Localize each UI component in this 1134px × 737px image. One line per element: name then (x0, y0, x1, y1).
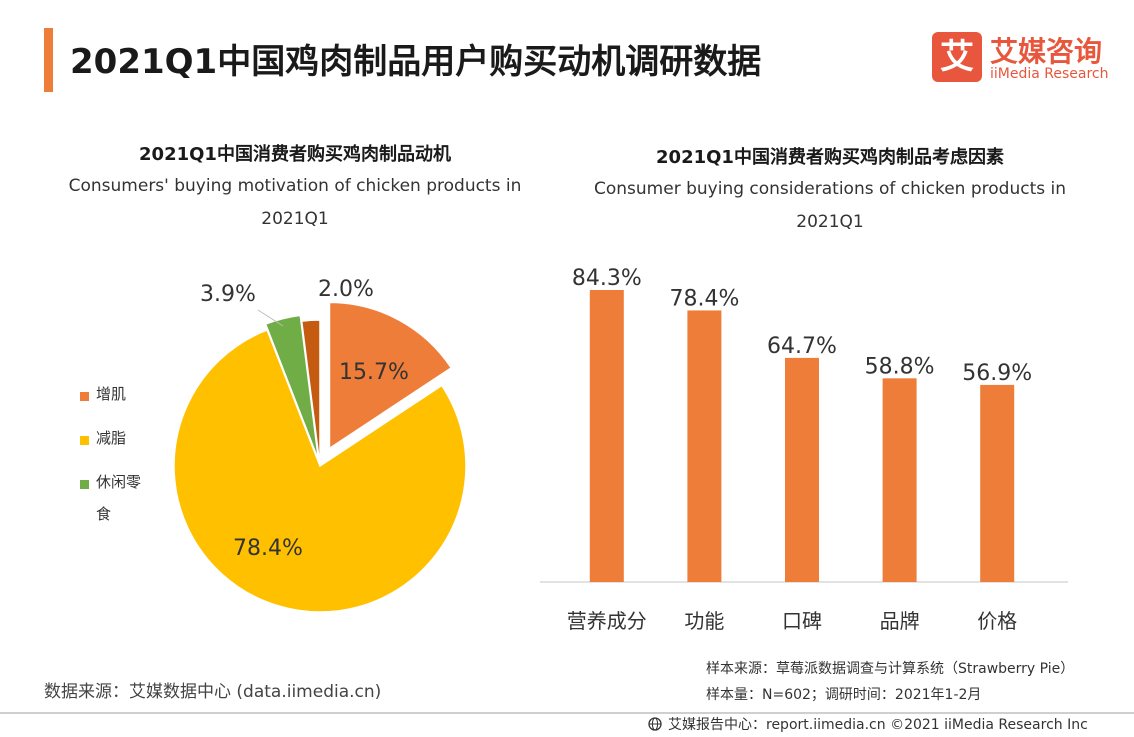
legend-swatch (80, 480, 89, 489)
pie-slice-1 (328, 301, 453, 450)
pie-slice-4 (300, 319, 321, 467)
legend-swatch (80, 436, 89, 445)
bar-1 (589, 290, 624, 582)
pie-slice-2 (173, 328, 467, 613)
legend-swatch (80, 392, 89, 401)
bar-data-label: 56.9% (962, 361, 1032, 386)
legend-label: 减脂 (96, 429, 127, 447)
globe-icon (648, 717, 662, 731)
x-tick-label: 功能 (684, 609, 724, 633)
legend-item: 增肌 (80, 385, 152, 410)
pie-subtitle-line1: Consumers' buying motivation of chicken … (68, 176, 522, 196)
bar-2 (687, 310, 722, 582)
bar-3 (785, 357, 819, 582)
pie-chart-title: 2021Q1中国消费者购买鸡肉制品动机 (139, 144, 451, 165)
bar-subtitle-line2: 2021Q1 (796, 212, 864, 232)
copyright-text: 艾媒报告中心：report.iimedia.cn ©2021 iiMedia R… (668, 717, 1088, 733)
sample-source-note: 样本来源：草莓派数据调查与计算系统（Strawberry Pie） (706, 661, 1075, 677)
legend-item: 休闲零食 (80, 473, 152, 530)
bar-data-label: 58.8% (865, 354, 935, 379)
logo-mark: 艾 (932, 32, 982, 82)
title-accent-bar (44, 28, 53, 92)
bar-chart-title: 2021Q1中国消费者购买鸡肉制品考虑因素 (656, 147, 1004, 168)
data-source: 数据来源：艾媒数据中心 (data.iimedia.cn) (44, 682, 382, 702)
x-tick-label: 品牌 (880, 609, 920, 633)
iimedia-logo: 艾 艾媒咨询 iiMedia Research (932, 30, 1122, 86)
page-title: 2021Q1中国鸡肉制品用户购买动机调研数据 (70, 42, 762, 82)
footer-divider (0, 712, 1134, 714)
legend-label: 增肌 (96, 385, 127, 403)
pie-data-label-3: 3.9% (200, 282, 256, 307)
legend-label: 休闲零食 (96, 473, 142, 523)
pie-data-label-1: 15.7% (339, 360, 409, 385)
pie-leader-line (257, 309, 284, 327)
bar-5 (980, 384, 1015, 582)
pie-slice-3 (264, 314, 320, 461)
logo-english-text: iiMedia Research (990, 66, 1109, 82)
bar-subtitle-line1: Consumer buying considerations of chicke… (594, 179, 1066, 199)
pie-chart-subtitle: Consumers' buying motivation of chicken … (40, 170, 550, 236)
legend-item: 减脂 (80, 429, 152, 454)
bar-data-label: 84.3% (572, 266, 642, 291)
x-tick-label: 营养成分 (567, 609, 647, 633)
bar-chart-subtitle: Consumer buying considerations of chicke… (560, 173, 1100, 239)
x-tick-label: 价格 (977, 609, 1017, 633)
pie-legend: 增肌 减脂 休闲零食 (80, 385, 152, 550)
footer-copyright: 艾媒报告中心：report.iimedia.cn ©2021 iiMedia R… (648, 714, 1088, 734)
pie-chart: 15.7% 78.4% 3.9% 2.0% (173, 277, 467, 613)
bar-chart: 84.3% 营养成分 78.4% 功能 64.7% 口碑 58.8% 品牌 56.9% 价格 (540, 266, 1068, 633)
pie-subtitle-line2: 2021Q1 (261, 209, 329, 229)
bar-4 (882, 378, 917, 582)
sample-size-note: 样本量：N=602；调研时间：2021年1-2月 (706, 687, 982, 703)
bar-data-label: 64.7% (767, 334, 837, 359)
pie-data-label-4: 2.0% (318, 277, 374, 302)
bar-data-label: 78.4% (669, 286, 739, 311)
logo-chinese-text: 艾媒咨询 (990, 35, 1103, 68)
pie-data-label-2: 78.4% (233, 536, 303, 561)
x-tick-label: 口碑 (782, 609, 822, 633)
